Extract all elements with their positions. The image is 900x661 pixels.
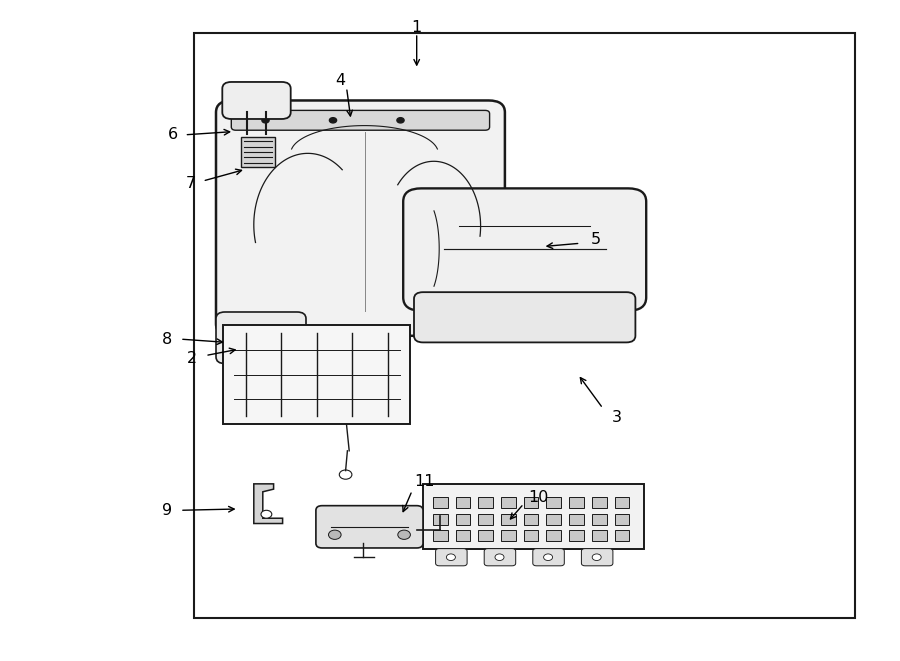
Bar xyxy=(455,514,471,525)
Bar xyxy=(223,325,410,424)
FancyBboxPatch shape xyxy=(581,549,613,566)
Bar xyxy=(524,514,538,525)
Bar xyxy=(569,497,584,508)
Bar xyxy=(546,514,562,525)
Bar xyxy=(241,137,274,167)
FancyBboxPatch shape xyxy=(414,292,635,342)
Text: 7: 7 xyxy=(185,176,196,191)
Bar xyxy=(478,497,493,508)
FancyBboxPatch shape xyxy=(533,549,564,566)
FancyBboxPatch shape xyxy=(216,312,306,364)
FancyBboxPatch shape xyxy=(316,506,423,548)
Bar xyxy=(455,497,471,508)
Bar xyxy=(592,497,607,508)
Circle shape xyxy=(261,510,272,518)
Text: 11: 11 xyxy=(415,474,435,488)
Circle shape xyxy=(544,554,553,561)
Bar xyxy=(615,514,629,525)
Bar xyxy=(455,531,471,541)
Text: 3: 3 xyxy=(611,410,622,425)
Circle shape xyxy=(397,118,404,123)
Text: 4: 4 xyxy=(335,73,346,88)
Circle shape xyxy=(328,530,341,539)
FancyBboxPatch shape xyxy=(484,549,516,566)
FancyBboxPatch shape xyxy=(231,110,490,130)
Bar xyxy=(433,514,447,525)
Bar xyxy=(478,514,493,525)
Bar xyxy=(501,497,516,508)
Bar xyxy=(501,514,516,525)
Bar xyxy=(569,514,584,525)
Text: 1: 1 xyxy=(411,20,422,35)
Bar xyxy=(615,497,629,508)
Bar xyxy=(501,531,516,541)
Bar xyxy=(592,531,607,541)
Bar xyxy=(433,497,447,508)
Bar xyxy=(592,514,607,525)
Text: 10: 10 xyxy=(528,490,548,504)
Bar xyxy=(433,531,447,541)
Circle shape xyxy=(495,554,504,561)
Bar xyxy=(194,33,855,618)
Bar xyxy=(478,531,493,541)
Circle shape xyxy=(592,554,601,561)
Circle shape xyxy=(446,554,455,561)
Circle shape xyxy=(262,118,269,123)
Circle shape xyxy=(329,118,337,123)
FancyBboxPatch shape xyxy=(436,549,467,566)
Text: 5: 5 xyxy=(590,232,601,247)
Text: 2: 2 xyxy=(186,351,197,366)
FancyBboxPatch shape xyxy=(403,188,646,311)
FancyBboxPatch shape xyxy=(216,100,505,336)
Polygon shape xyxy=(254,484,283,524)
Bar xyxy=(546,531,562,541)
Circle shape xyxy=(398,530,410,539)
Bar xyxy=(524,531,538,541)
Bar xyxy=(546,497,562,508)
Text: 6: 6 xyxy=(167,128,178,142)
FancyBboxPatch shape xyxy=(222,82,291,119)
Text: 8: 8 xyxy=(162,332,173,346)
Bar xyxy=(615,531,629,541)
Bar xyxy=(569,531,584,541)
Bar xyxy=(524,497,538,508)
Bar xyxy=(237,327,284,352)
Bar xyxy=(423,484,644,549)
Text: 9: 9 xyxy=(162,503,173,518)
